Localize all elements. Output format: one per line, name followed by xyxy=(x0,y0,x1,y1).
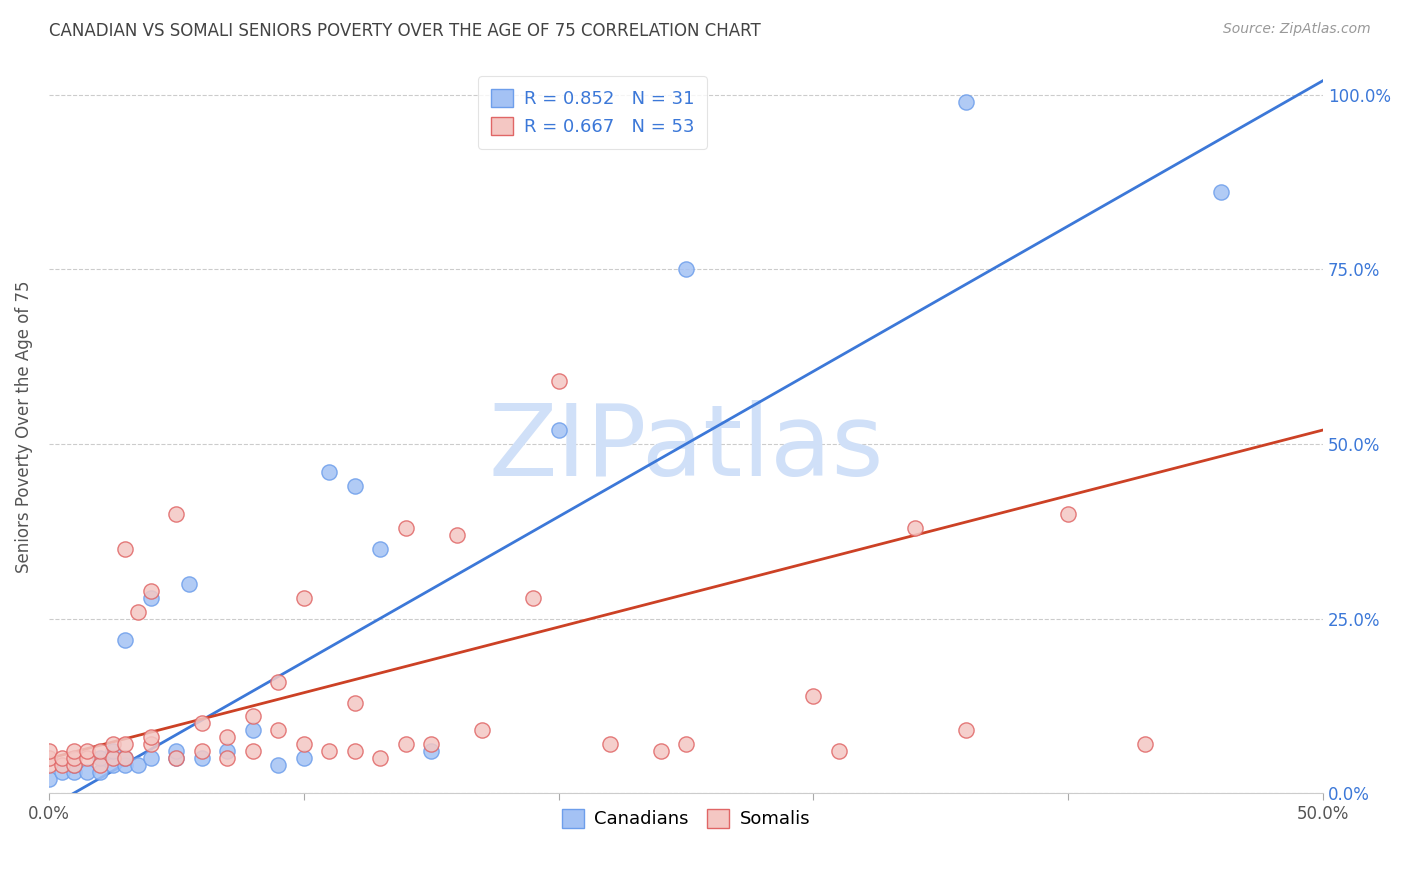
Point xyxy=(101,744,124,758)
Point xyxy=(292,738,315,752)
Point xyxy=(292,751,315,765)
Point xyxy=(420,738,443,752)
Point xyxy=(114,541,136,556)
Point xyxy=(179,576,201,591)
Point xyxy=(63,765,86,780)
Point xyxy=(89,751,111,765)
Point xyxy=(420,744,443,758)
Point xyxy=(51,758,73,772)
Point xyxy=(165,507,187,521)
Point xyxy=(76,751,98,765)
Point xyxy=(101,758,124,772)
Point xyxy=(267,758,290,772)
Point xyxy=(38,758,60,772)
Point xyxy=(51,751,73,765)
Point xyxy=(368,751,391,765)
Text: ZIPatlas: ZIPatlas xyxy=(488,400,884,497)
Point xyxy=(114,632,136,647)
Point xyxy=(318,465,340,479)
Point xyxy=(165,751,187,765)
Point xyxy=(803,689,825,703)
Point xyxy=(89,744,111,758)
Text: Source: ZipAtlas.com: Source: ZipAtlas.com xyxy=(1223,22,1371,37)
Point xyxy=(395,738,418,752)
Point xyxy=(1211,186,1233,200)
Point xyxy=(191,751,214,765)
Point xyxy=(217,751,239,765)
Point xyxy=(904,521,927,535)
Point xyxy=(242,709,264,723)
Point xyxy=(368,541,391,556)
Point xyxy=(242,723,264,738)
Point xyxy=(446,528,468,542)
Point xyxy=(522,591,544,605)
Point xyxy=(127,605,149,619)
Point xyxy=(101,738,124,752)
Point xyxy=(1057,507,1080,521)
Point xyxy=(191,744,214,758)
Point xyxy=(675,738,697,752)
Point xyxy=(471,723,494,738)
Point xyxy=(165,751,187,765)
Point xyxy=(955,95,977,109)
Point xyxy=(114,758,136,772)
Point xyxy=(63,758,86,772)
Point xyxy=(63,744,86,758)
Point xyxy=(38,772,60,787)
Point xyxy=(165,744,187,758)
Point xyxy=(101,751,124,765)
Point xyxy=(89,765,111,780)
Point xyxy=(76,765,98,780)
Point xyxy=(267,723,290,738)
Point xyxy=(191,716,214,731)
Point xyxy=(38,751,60,765)
Point xyxy=(114,751,136,765)
Point xyxy=(114,738,136,752)
Point xyxy=(547,423,569,437)
Point xyxy=(217,744,239,758)
Point xyxy=(675,262,697,277)
Point xyxy=(139,583,162,598)
Point xyxy=(267,674,290,689)
Legend: Canadians, Somalis: Canadians, Somalis xyxy=(555,802,817,836)
Point xyxy=(395,521,418,535)
Point xyxy=(51,765,73,780)
Point xyxy=(955,723,977,738)
Point xyxy=(63,751,86,765)
Point xyxy=(217,731,239,745)
Point xyxy=(343,479,366,493)
Point xyxy=(242,744,264,758)
Point xyxy=(343,744,366,758)
Point xyxy=(38,744,60,758)
Point xyxy=(139,751,162,765)
Point xyxy=(292,591,315,605)
Text: CANADIAN VS SOMALI SENIORS POVERTY OVER THE AGE OF 75 CORRELATION CHART: CANADIAN VS SOMALI SENIORS POVERTY OVER … xyxy=(49,22,761,40)
Point xyxy=(650,744,672,758)
Point xyxy=(139,591,162,605)
Point xyxy=(599,738,621,752)
Point xyxy=(828,744,851,758)
Point xyxy=(114,751,136,765)
Point xyxy=(343,696,366,710)
Point xyxy=(139,731,162,745)
Point xyxy=(127,758,149,772)
Point xyxy=(547,374,569,388)
Y-axis label: Seniors Poverty Over the Age of 75: Seniors Poverty Over the Age of 75 xyxy=(15,280,32,573)
Point xyxy=(1133,738,1156,752)
Point xyxy=(89,758,111,772)
Point xyxy=(139,738,162,752)
Point xyxy=(76,744,98,758)
Point xyxy=(63,758,86,772)
Point xyxy=(318,744,340,758)
